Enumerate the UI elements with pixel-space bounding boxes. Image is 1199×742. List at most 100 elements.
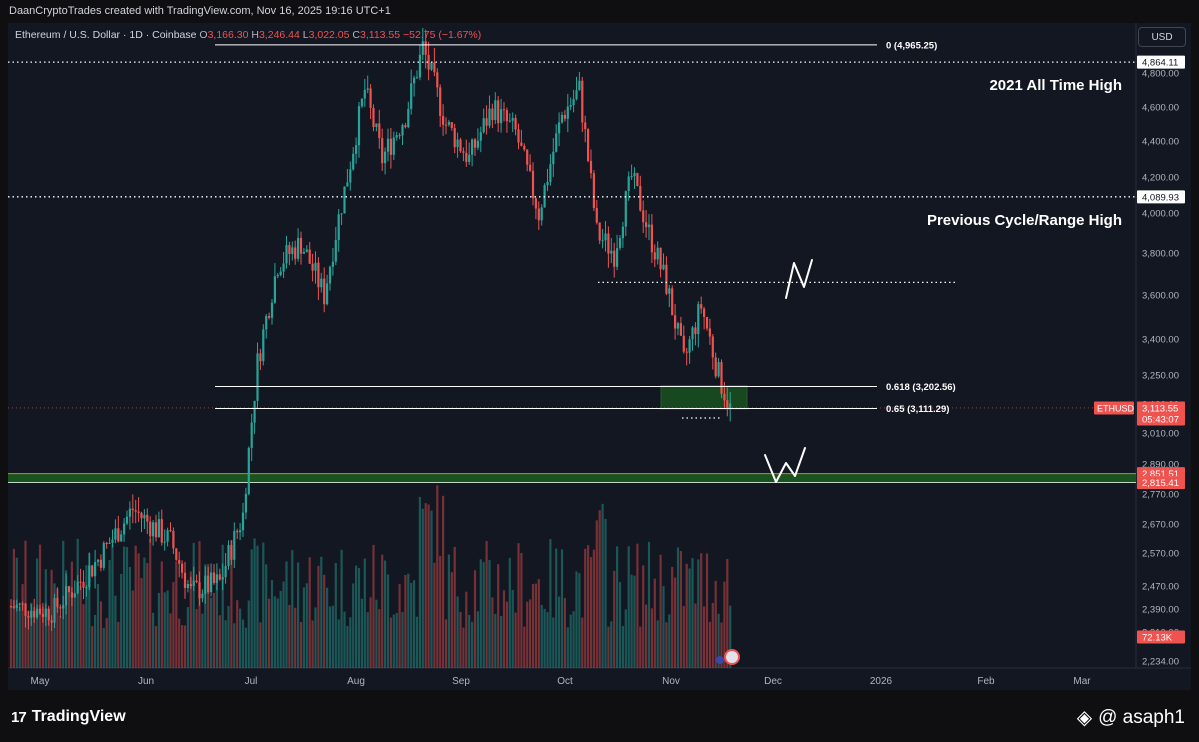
candle-body <box>241 512 245 531</box>
volume-bar <box>563 598 566 668</box>
volume-bar <box>18 606 21 668</box>
candle-body <box>378 123 381 139</box>
volume-bar <box>227 606 230 668</box>
price-label-bg-4 <box>1137 476 1185 490</box>
volume-bar <box>94 614 97 668</box>
price-tick-4: 4,000.00 <box>1142 209 1179 220</box>
volume-bar <box>91 626 94 668</box>
candle-body <box>357 106 361 146</box>
candle-body <box>323 278 326 305</box>
volume-bar <box>239 608 242 668</box>
candle-body <box>244 493 247 513</box>
volume-bar <box>352 583 355 668</box>
candle-body <box>65 586 68 606</box>
volume-bar <box>500 615 503 668</box>
candle-body <box>656 247 659 260</box>
volume-bar <box>79 585 82 668</box>
volume-bar <box>531 584 535 668</box>
volume-bar <box>337 619 340 668</box>
volume-bar <box>302 587 305 668</box>
volume-bar <box>143 557 146 668</box>
candle-body <box>192 580 195 587</box>
volume-bar <box>679 551 682 668</box>
candle-body <box>439 87 442 116</box>
candle-body <box>616 248 619 267</box>
candle-body <box>163 541 166 543</box>
volume-bar <box>27 610 30 668</box>
candle-body <box>195 580 198 583</box>
support-zone <box>8 385 1136 484</box>
tradingview-mark-icon: 17 <box>11 708 27 726</box>
candle-body <box>563 114 566 119</box>
volume-bar <box>627 546 630 668</box>
price-label-bg-0 <box>1137 55 1185 69</box>
volume-bar <box>381 554 384 668</box>
candle-body <box>468 154 471 162</box>
volume-bar <box>9 606 13 668</box>
bullish-path-drawing <box>785 259 813 299</box>
candle-body <box>178 559 181 564</box>
candle-body <box>668 288 671 294</box>
author-handle: ◈ @ asaph1 <box>1077 705 1185 730</box>
candle-body <box>369 88 372 108</box>
volume-bar <box>726 559 729 668</box>
candle-body <box>270 302 274 318</box>
candle-body <box>239 530 242 533</box>
candle-body <box>91 565 94 577</box>
volume-bar <box>210 597 213 668</box>
price-label-4: 2,815.41 <box>1142 478 1179 489</box>
candle-body <box>462 151 465 153</box>
candle-body <box>662 264 665 270</box>
volume-bar <box>700 553 703 668</box>
candle-body <box>302 251 305 254</box>
candle-body <box>410 83 413 109</box>
candle-body <box>85 587 88 589</box>
candle-body <box>152 522 155 537</box>
volume-bar <box>201 613 204 668</box>
candle-body <box>337 214 340 241</box>
volume-bar <box>270 580 274 668</box>
volume-bar <box>305 583 308 668</box>
candle-body <box>595 208 598 223</box>
volume-bar <box>360 598 363 668</box>
candle-body <box>328 266 332 284</box>
candle-body <box>517 129 520 143</box>
event-marker-icon <box>716 656 724 664</box>
volume-bar <box>653 578 656 668</box>
volume-bar <box>268 598 271 668</box>
candle-body <box>27 615 30 618</box>
candle-body <box>297 237 300 259</box>
candle-body <box>111 539 114 543</box>
candle-body <box>607 233 610 254</box>
volume-bar <box>497 564 500 668</box>
volume-bar <box>236 600 239 668</box>
candle-body <box>508 120 511 122</box>
volume-bar <box>549 539 552 668</box>
volume-bars <box>9 485 732 668</box>
volume-bar <box>665 622 668 668</box>
binance-square-icon: ◈ <box>1076 707 1093 729</box>
close-value: 3,113.55 <box>360 29 401 41</box>
volume-bar <box>96 584 100 668</box>
volume-bar <box>639 626 642 668</box>
candle-body <box>421 41 424 55</box>
volume-bar <box>207 564 210 668</box>
currency-button[interactable]: USD <box>1138 27 1186 47</box>
volume-bar <box>114 595 117 668</box>
volume-bar <box>340 549 343 668</box>
high-label: H <box>251 29 259 41</box>
candle-body <box>459 139 462 152</box>
volume-bar <box>592 549 595 668</box>
candle-body <box>250 422 253 448</box>
candle-body <box>404 125 407 128</box>
volume-bar <box>343 611 346 668</box>
tradingview-logo[interactable]: 17 TradingView <box>11 708 126 726</box>
volume-bar <box>363 558 366 668</box>
volume-bar <box>253 538 256 668</box>
candle-body <box>682 335 685 352</box>
volume-bar <box>613 570 616 668</box>
candle-body <box>621 226 624 239</box>
candle-body <box>476 140 479 148</box>
price-label-bg-1 <box>1137 190 1185 204</box>
